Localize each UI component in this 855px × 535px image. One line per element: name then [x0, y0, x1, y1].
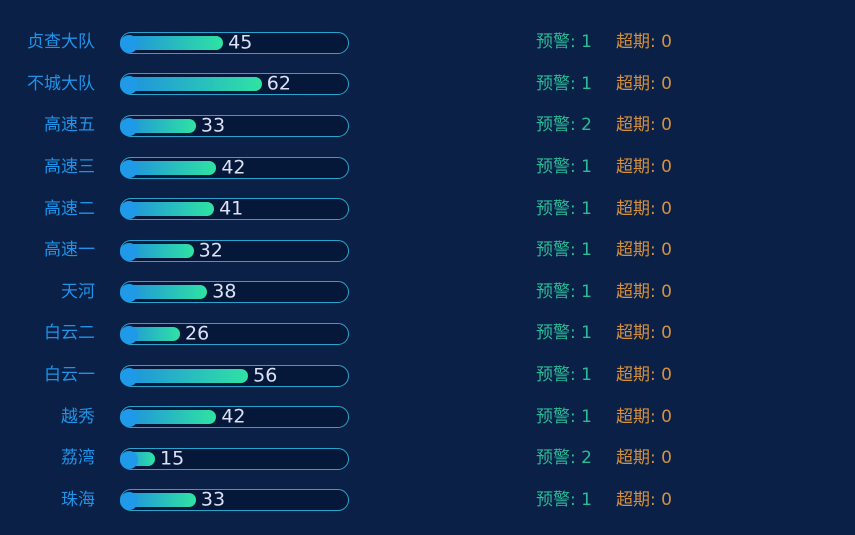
progress-cap-icon — [120, 242, 138, 261]
warning-text: 预警: 1 — [536, 323, 592, 344]
district-label: 白云一 — [44, 365, 95, 386]
district-row: 白云一 56 预警: 1 超期: 0 — [0, 355, 855, 397]
progress-fill — [123, 493, 196, 508]
warning-text: 预警: 1 — [536, 406, 592, 427]
progress-fill — [123, 77, 262, 92]
warning-text: 预警: 1 — [536, 198, 592, 219]
warning-text: 预警: 1 — [536, 240, 592, 261]
district-row: 高速二 41 预警: 1 超期: 0 — [0, 188, 855, 230]
district-row: 贞查大队 45 预警: 1 超期: 0 — [0, 22, 855, 64]
progress-track: 15 — [120, 447, 349, 470]
district-row: 白云二 26 预警: 1 超期: 0 — [0, 313, 855, 355]
district-row: 天河 38 预警: 1 超期: 0 — [0, 272, 855, 314]
progress-value: 33 — [200, 114, 226, 137]
district-row: 越秀 42 预警: 1 超期: 0 — [0, 396, 855, 438]
progress-cap-icon — [120, 76, 138, 95]
progress-value: 56 — [253, 364, 278, 387]
overdue-text: 超期: 0 — [616, 73, 672, 94]
warning-text: 预警: 2 — [536, 115, 592, 136]
warning-text: 预警: 1 — [536, 32, 592, 53]
progress-track: 41 — [120, 197, 349, 221]
overdue-text: 超期: 0 — [616, 115, 672, 136]
progress-fill — [123, 368, 249, 383]
district-label: 高速三 — [44, 157, 95, 178]
overdue-text: 超期: 0 — [616, 198, 672, 219]
progress-track: 38 — [120, 280, 349, 304]
district-row: 不城大队 62 预警: 1 超期: 0 — [0, 64, 855, 106]
progress-value: 38 — [212, 280, 237, 303]
progress-track: 33 — [120, 114, 349, 137]
rows: 贞查大队 45 预警: 1 超期: 0 不城大队 62 预警: 1 超期: 0 高速五 33 预警:… — [0, 22, 855, 521]
progress-cap-icon — [120, 325, 138, 344]
progress-fill — [123, 410, 217, 425]
progress-fill — [123, 160, 217, 175]
overdue-text: 超期: 0 — [616, 323, 672, 344]
overdue-text: 超期: 0 — [616, 489, 672, 510]
district-row: 高速五 33 预警: 2 超期: 0 — [0, 105, 855, 147]
overdue-text: 超期: 0 — [616, 157, 672, 178]
progress-fill — [123, 243, 194, 258]
progress-track: 26 — [120, 322, 349, 345]
district-row: 高速一 32 预警: 1 超期: 0 — [0, 230, 855, 272]
progress-cap-icon — [120, 492, 138, 511]
overdue-text: 超期: 0 — [616, 281, 672, 302]
overdue-text: 超期: 0 — [616, 240, 672, 261]
warning-text: 预警: 1 — [536, 157, 592, 178]
district-label: 高速五 — [44, 115, 95, 136]
progress-track: 62 — [120, 72, 349, 96]
district-label: 天河 — [61, 281, 95, 302]
progress-fill — [123, 202, 215, 217]
progress-track: 42 — [120, 156, 349, 179]
district-row: 高速三 42 预警: 1 超期: 0 — [0, 147, 855, 189]
progress-fill — [123, 35, 224, 50]
progress-fill — [123, 118, 196, 133]
progress-value: 33 — [200, 488, 226, 511]
progress-cap-icon — [120, 34, 138, 53]
progress-cap-icon — [120, 201, 138, 220]
progress-cap-icon — [120, 367, 138, 386]
district-row: 珠海 33 预警: 1 超期: 0 — [0, 480, 855, 522]
progress-value: 32 — [198, 239, 223, 262]
district-label: 白云二 — [44, 323, 95, 344]
district-label: 高速一 — [44, 240, 95, 261]
warning-text: 预警: 1 — [536, 365, 592, 386]
progress-value: 42 — [221, 405, 246, 428]
overdue-text: 超期: 0 — [616, 448, 672, 469]
district-label: 越秀 — [61, 406, 95, 427]
progress-value: 62 — [266, 72, 291, 95]
district-label: 贞查大队 — [27, 32, 95, 53]
progress-track: 32 — [120, 239, 349, 262]
overdue-text: 超期: 0 — [616, 32, 672, 53]
overdue-text: 超期: 0 — [616, 365, 672, 386]
progress-cap-icon — [120, 409, 138, 428]
progress-track: 33 — [120, 488, 349, 512]
progress-value: 15 — [160, 447, 185, 470]
progress-track: 45 — [120, 31, 349, 54]
progress-cap-icon — [120, 284, 138, 303]
overdue-text: 超期: 0 — [616, 406, 672, 427]
progress-fill — [123, 285, 208, 300]
warning-text: 预警: 1 — [536, 281, 592, 302]
district-label: 珠海 — [61, 489, 95, 510]
progress-cap-icon — [120, 117, 138, 136]
progress-value: 42 — [221, 156, 246, 179]
progress-track: 42 — [120, 405, 349, 429]
progress-value: 26 — [185, 322, 210, 345]
warning-text: 预警: 2 — [536, 448, 592, 469]
warning-text: 预警: 1 — [536, 73, 592, 94]
progress-cap-icon — [120, 159, 138, 178]
district-label: 不城大队 — [27, 73, 95, 94]
district-label: 高速二 — [44, 198, 95, 219]
progress-value: 45 — [228, 31, 253, 54]
progress-track: 56 — [120, 364, 349, 387]
district-row: 荔湾 15 预警: 2 超期: 0 — [0, 438, 855, 480]
district-progress-panel: 贞查大队 45 预警: 1 超期: 0 不城大队 62 预警: 1 超期: 0 高速五 33 预警:… — [0, 22, 855, 521]
warning-text: 预警: 1 — [536, 489, 592, 510]
progress-value: 41 — [219, 197, 244, 220]
district-label: 荔湾 — [61, 448, 95, 469]
progress-cap-icon — [120, 450, 138, 469]
